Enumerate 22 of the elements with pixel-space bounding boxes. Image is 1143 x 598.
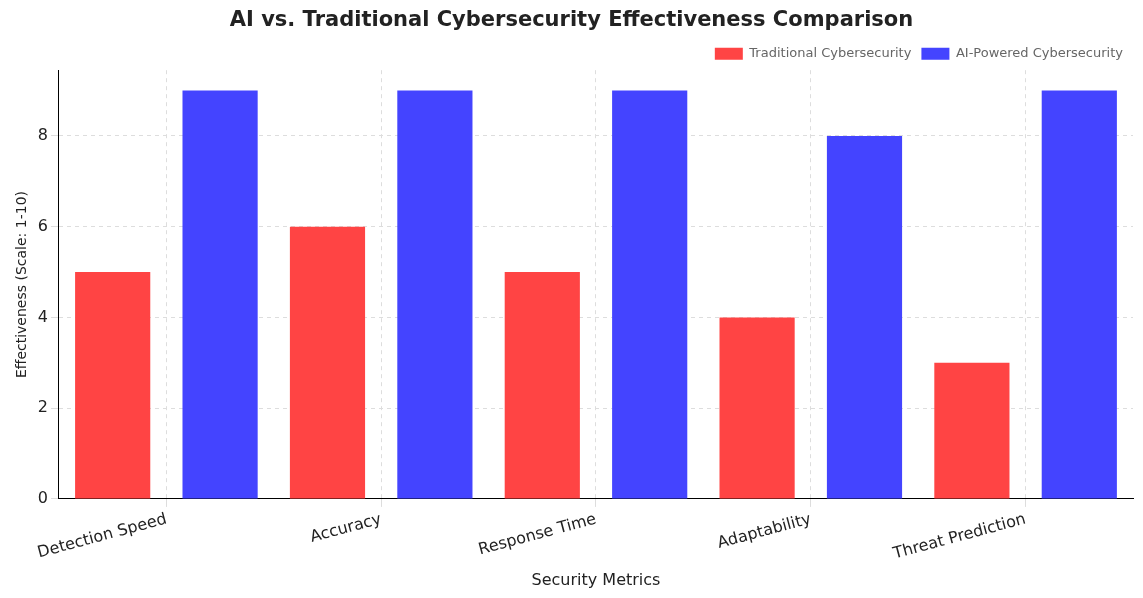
bar: [719, 317, 795, 499]
x-tick-label: Response Time: [476, 508, 599, 559]
bar: [504, 272, 580, 499]
y-axis-title: Effectiveness (Scale: 1-10): [13, 190, 30, 379]
y-tick-label: 6: [37, 215, 48, 235]
bar: [397, 90, 473, 499]
y-tick-label: 4: [37, 306, 48, 326]
bar: [1041, 90, 1117, 499]
bar: [75, 272, 151, 499]
bar: [182, 90, 258, 499]
chart-title: AI vs. Traditional Cybersecurity Effectiveness Comparison: [229, 7, 914, 32]
y-tick-label: 2: [37, 397, 48, 417]
y-tick-label: 0: [37, 488, 48, 508]
bar: [826, 135, 903, 499]
bar: [289, 226, 366, 499]
bar: [934, 362, 1010, 499]
legend-label: AI-Powered Cybersecurity: [955, 45, 1124, 61]
legend-label: Traditional Cybersecurity: [748, 45, 912, 61]
bar: [612, 90, 688, 499]
x-axis-title: Security Metrics: [531, 569, 661, 589]
x-tick-label: Accuracy: [307, 508, 384, 546]
y-tick-label: 8: [37, 125, 48, 145]
